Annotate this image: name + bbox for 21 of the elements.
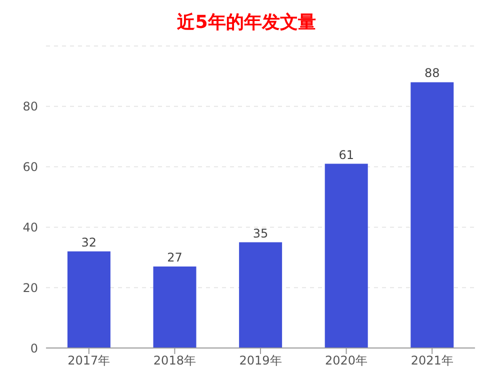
x-tick-label: 2021年: [410, 354, 454, 368]
x-tick-label: 2018年: [153, 354, 196, 368]
y-tick-label: 0: [30, 341, 38, 356]
data-label: 88: [424, 66, 440, 80]
bar: [153, 266, 196, 348]
x-tick-label: 2020年: [325, 354, 368, 368]
bar: [410, 82, 454, 348]
x-tick-label: 2017年: [68, 354, 110, 368]
x-tick-label: 2019年: [239, 354, 282, 368]
data-label: 32: [81, 235, 97, 250]
bar: [239, 242, 282, 348]
data-label: 27: [167, 250, 182, 264]
bar: [324, 164, 368, 348]
data-label: 61: [338, 148, 354, 162]
y-tick-label: 60: [22, 160, 38, 174]
y-tick-label: 80: [22, 100, 38, 114]
data-label: 35: [252, 226, 268, 240]
chart-title: 近5年的年发文量: [176, 11, 317, 35]
bar: [67, 251, 110, 348]
y-tick-label: 40: [22, 220, 38, 234]
y-tick-label: 20: [22, 280, 38, 295]
